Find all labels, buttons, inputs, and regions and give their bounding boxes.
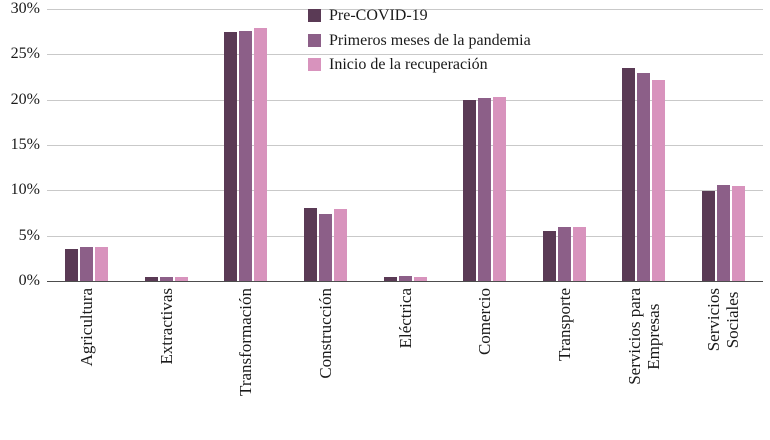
- bar: [572, 226, 586, 281]
- bar: [239, 30, 253, 281]
- bar-group: [47, 9, 127, 281]
- bar: [254, 28, 268, 281]
- x-category: Eléctrica: [365, 288, 445, 438]
- bar: [398, 276, 412, 281]
- x-category-label: Comercio: [475, 288, 495, 356]
- bar: [478, 97, 492, 281]
- bar: [701, 191, 715, 281]
- bar: [224, 31, 238, 281]
- bar: [159, 277, 173, 281]
- y-tick-label: 20%: [10, 90, 40, 108]
- x-category-label: Servicios para Empresas: [624, 288, 663, 385]
- x-category: Servicios para Empresas: [604, 288, 684, 438]
- bar: [174, 277, 188, 281]
- x-category: Extractivas: [127, 288, 207, 438]
- x-category-label: Agricultura: [77, 288, 97, 367]
- x-category-label: Transporte: [554, 288, 574, 362]
- bar-group: [445, 9, 525, 281]
- bar-groups: [47, 9, 763, 281]
- x-category: Transformación: [206, 288, 286, 438]
- bar-group: [206, 9, 286, 281]
- gridline: [47, 235, 763, 237]
- legend-item: Pre-COVID-19: [308, 7, 531, 25]
- bar: [318, 213, 332, 281]
- bar: [557, 226, 571, 281]
- y-tick-label: 15%: [10, 136, 40, 153]
- bar: [413, 277, 427, 281]
- gridline: [47, 190, 763, 192]
- bar: [652, 79, 666, 281]
- x-category-label: Extractivas: [156, 288, 176, 365]
- bar: [731, 185, 745, 281]
- legend: Pre-COVID-19 Primeros meses de la pandemi…: [308, 7, 531, 74]
- bar: [95, 247, 109, 281]
- y-tick-label: 25%: [10, 45, 40, 63]
- legend-swatch: [308, 58, 321, 72]
- legend-label: Pre-COVID-19: [329, 7, 428, 24]
- gridline: [47, 99, 763, 101]
- bar: [637, 73, 651, 281]
- legend-swatch: [308, 33, 321, 47]
- x-category: Transporte: [524, 288, 604, 438]
- legend-swatch: [308, 9, 321, 23]
- x-category: Servicios Sociales: [684, 288, 764, 438]
- legend-label: Primeros meses de la pandemia: [329, 31, 531, 49]
- x-category: Agricultura: [47, 288, 127, 438]
- plot-area: [47, 9, 763, 282]
- bar-group: [127, 9, 207, 281]
- x-category: Construcción: [286, 288, 366, 438]
- y-tick-label: 30%: [10, 0, 40, 17]
- bar: [144, 277, 158, 281]
- legend-item: Inicio de la recuperación: [308, 56, 531, 74]
- y-tick-label: 0%: [18, 272, 40, 289]
- bar: [716, 184, 730, 281]
- legend-label: Inicio de la recuperación: [329, 56, 488, 74]
- x-category-label: Construcción: [315, 288, 335, 379]
- bar-group: [524, 9, 604, 281]
- bar: [542, 231, 556, 281]
- y-tick-label: 10%: [10, 181, 40, 199]
- x-category-label: Eléctrica: [395, 288, 415, 349]
- gridline: [47, 145, 763, 146]
- bar-group: [604, 9, 684, 281]
- x-category: Comercio: [445, 288, 525, 438]
- y-tick-label: 5%: [18, 226, 40, 244]
- bar: [463, 99, 477, 281]
- legend-item: Primeros meses de la pandemia: [308, 32, 531, 50]
- y-axis: 0% 5% 10% 15% 20% 25% 30%: [0, 1, 42, 289]
- gridline: [47, 54, 763, 56]
- bar: [383, 277, 397, 281]
- bar: [303, 207, 317, 281]
- bar-group: [286, 9, 366, 281]
- bar: [65, 249, 79, 281]
- gridline: [47, 9, 763, 10]
- bar: [333, 209, 347, 281]
- bar: [493, 96, 507, 281]
- x-axis-labels: Agricultura Extractivas Transformación Cons…: [47, 288, 763, 438]
- bar: [622, 67, 636, 281]
- bar-group: [365, 9, 445, 281]
- x-category-label: Servicios Sociales: [704, 288, 743, 352]
- x-category-label: Transformación: [236, 288, 256, 396]
- bar: [80, 247, 94, 281]
- bar-group: [684, 9, 764, 281]
